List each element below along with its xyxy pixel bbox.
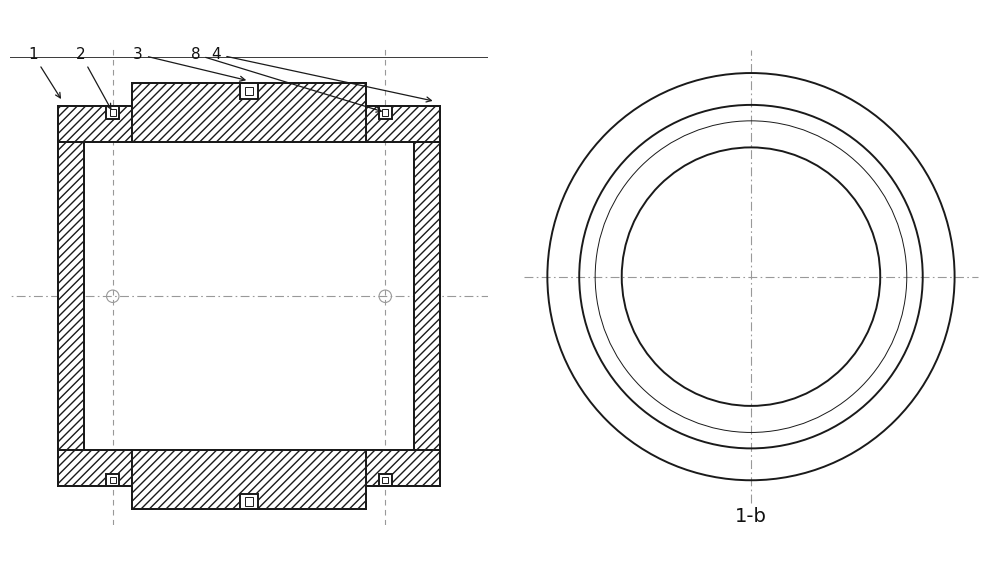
- Bar: [379, 106, 392, 119]
- Bar: [245, 87, 253, 95]
- Bar: [414, 142, 440, 451]
- Bar: [366, 451, 440, 486]
- Bar: [58, 142, 84, 451]
- Bar: [379, 474, 392, 486]
- Bar: [106, 106, 119, 119]
- Text: 2: 2: [76, 47, 111, 109]
- Bar: [245, 497, 253, 506]
- Text: 4: 4: [212, 47, 431, 102]
- Bar: [132, 451, 366, 509]
- Bar: [110, 109, 116, 115]
- Bar: [106, 474, 119, 486]
- Bar: [366, 106, 440, 142]
- Bar: [382, 109, 388, 115]
- Text: 1: 1: [28, 47, 60, 98]
- Bar: [58, 451, 132, 486]
- Text: 3: 3: [133, 47, 245, 81]
- Bar: [382, 477, 388, 483]
- Bar: [240, 494, 258, 509]
- Bar: [240, 83, 258, 99]
- Text: 1-b: 1-b: [735, 507, 767, 526]
- Text: 8: 8: [191, 47, 381, 112]
- Bar: [110, 477, 116, 483]
- Bar: [58, 106, 132, 142]
- Bar: [132, 83, 366, 142]
